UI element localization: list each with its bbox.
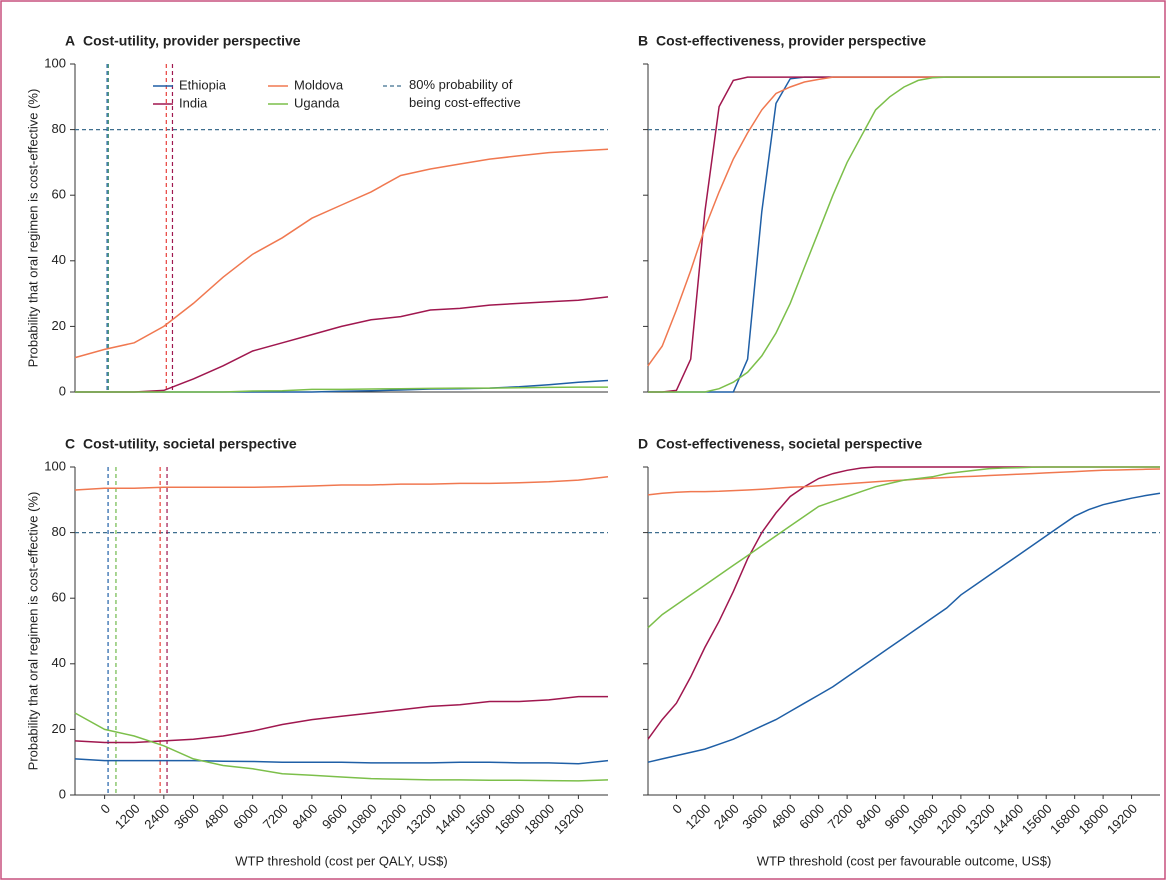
y-tick-label: 100 [44,55,66,70]
series-line [74,758,609,765]
legend-label: India [179,95,208,110]
x-tick-label: 10800 [343,801,379,837]
x-tick-label: 12000 [373,801,409,837]
x-tick-label: 13200 [403,801,439,837]
legend-label-line: 80% probability of [409,77,513,92]
y-tick-label: 0 [59,786,66,801]
series-line [648,76,1160,393]
y-tick-label: 40 [52,252,66,267]
x-tick-label: 1200 [112,801,143,832]
x-tick-label: 6000 [796,801,827,832]
x-tick-label: 3600 [171,801,202,832]
x-tick-label: 14400 [432,801,468,837]
x-tick-label: 18000 [1075,801,1111,837]
x-tick-label: 12000 [933,801,969,837]
series-line [74,712,609,782]
legend-label-line: being cost-effective [409,95,521,110]
x-tick-label: 2400 [711,801,742,832]
x-tick-label: 15600 [462,801,498,837]
panel-title: Cost-utility, societal perspective [83,436,297,452]
series-line [648,76,1160,393]
x-tick-label: 16800 [1047,801,1083,837]
panel-letter: B [638,33,648,49]
y-axis-label: Probability that oral regimen is cost-ef… [25,89,40,368]
y-tick-label: 100 [44,458,66,473]
x-tick-label: 7200 [825,801,856,832]
x-tick-label: 7200 [260,801,291,832]
legend-label: Moldova [294,77,344,92]
series-line [74,695,608,744]
x-tick-label: 8400 [853,801,884,832]
panel-letter: C [65,436,75,452]
y-tick-label: 80 [52,524,66,539]
x-tick-label: 0 [97,801,113,817]
series-line [74,476,609,491]
x-tick-label: 13200 [962,801,998,837]
legend-label: Ethiopia [179,77,227,92]
x-tick-label: 19200 [551,801,587,837]
x-tick-label: 4800 [768,801,799,832]
panel-title: Cost-utility, provider perspective [83,33,301,49]
y-tick-label: 0 [59,383,66,398]
x-tick-label: 6000 [230,801,261,832]
x-axis-label: WTP threshold (cost per favourable outco… [757,853,1052,868]
panel-title: Cost-effectiveness, societal perspective [656,436,922,452]
x-tick-label: 14400 [990,801,1026,837]
panel-title: Cost-effectiveness, provider perspective [656,33,926,49]
panel-letter: D [638,436,648,452]
y-tick-label: 20 [52,721,66,736]
series-line [647,76,1160,367]
series-line [648,76,1160,393]
series-line [75,386,608,393]
x-tick-label: 1200 [682,801,713,832]
y-axis-label: Probability that oral regimen is cost-ef… [25,492,40,771]
panel-letter: A [65,33,75,49]
x-tick-label: 15600 [1019,801,1055,837]
x-tick-label: 19200 [1104,801,1140,837]
y-tick-label: 60 [52,187,66,202]
x-tick-label: 0 [669,801,685,817]
x-tick-label: 8400 [289,801,320,832]
legend-label: Uganda [294,95,340,110]
x-tick-label: 10800 [905,801,941,837]
x-tick-label: 4800 [201,801,232,832]
series-line [647,466,1160,629]
series-line [647,466,1160,740]
series-line [647,492,1161,763]
x-tick-label: 2400 [141,801,172,832]
y-tick-label: 20 [52,318,66,333]
series-line [75,296,609,393]
y-tick-label: 40 [52,655,66,670]
y-tick-label: 80 [52,121,66,136]
series-line [647,468,1161,496]
x-tick-label: 16800 [492,801,528,837]
x-axis-label: WTP threshold (cost per QALY, US$) [235,853,447,868]
legend-label: 80% probability of being cost-effective [409,77,521,110]
series-line [74,148,609,359]
y-tick-label: 60 [52,590,66,605]
x-tick-label: 18000 [521,801,557,837]
x-tick-label: 3600 [739,801,770,832]
